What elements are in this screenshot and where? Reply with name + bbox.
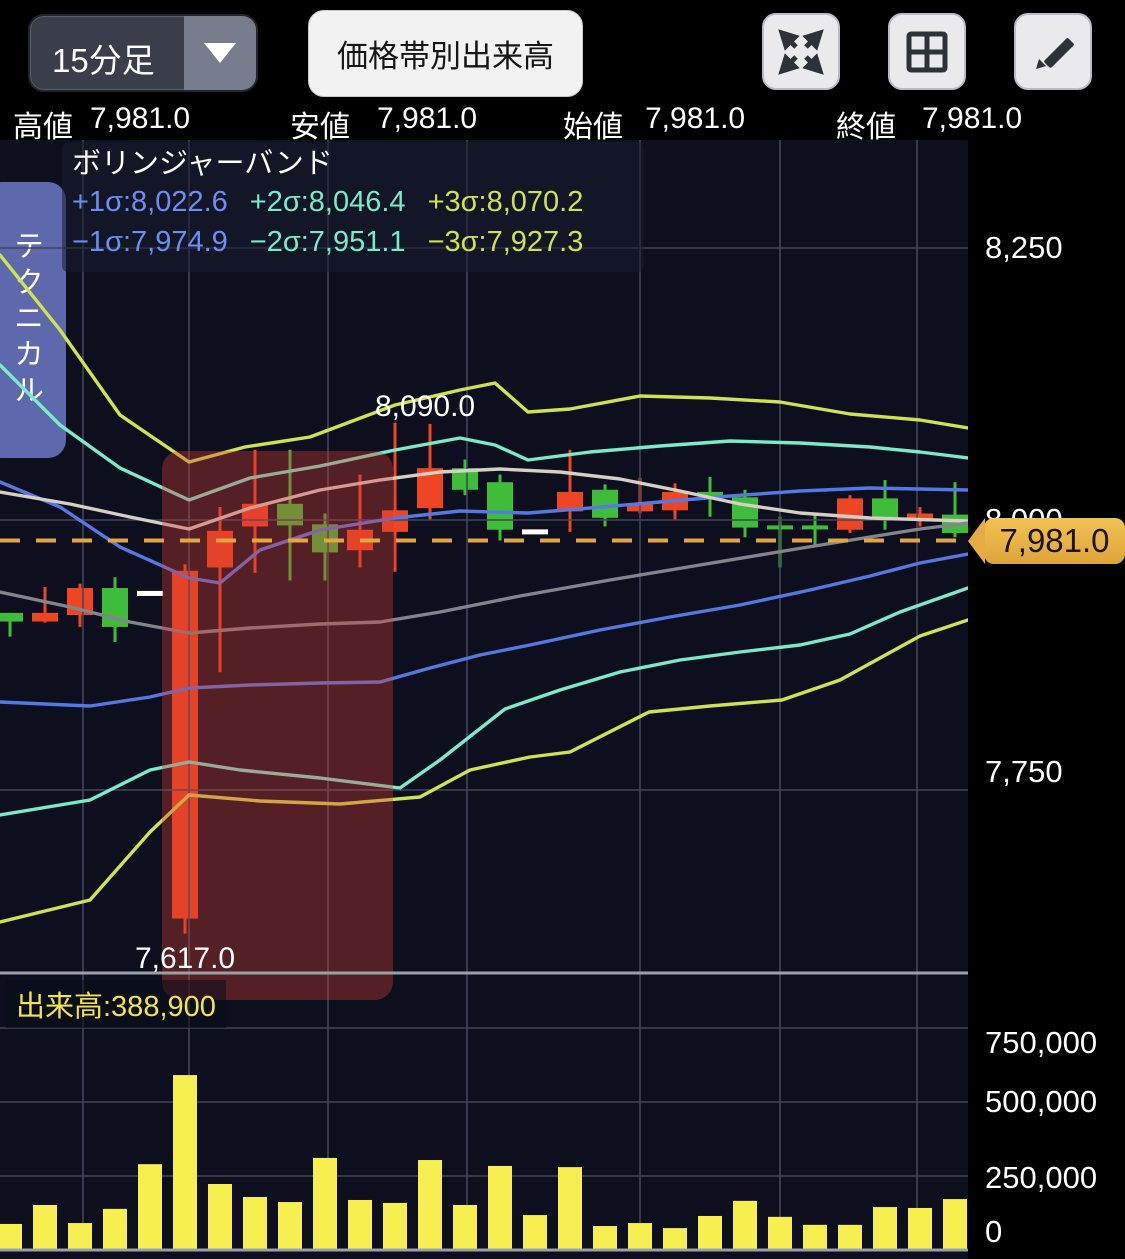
bollinger-legend-upper-row: +1σ:8,022.6 +2σ:8,046.4 +3σ:8,070.2 [72,182,634,222]
ohlc-value: 7,981.0 [645,102,746,135]
candle-body [32,612,58,622]
volume-bar [698,1215,722,1250]
ohlc-value: 7,981.0 [90,102,191,135]
chevron-down-icon [204,43,236,63]
flat-candle-marker [137,590,163,596]
candle-body [452,468,478,490]
volume-bar [173,1075,197,1250]
volume-bar [138,1164,162,1250]
dropdown-arrow-segment[interactable] [184,16,256,90]
volume-bar [418,1160,442,1250]
volume-bar [103,1208,127,1250]
volume-bar [33,1205,57,1250]
candle-body [557,491,583,512]
band-line-minus1sigma [0,552,968,708]
chart-area[interactable]: テクニカル ボリンジャーバンド +1σ:8,022.6 +2σ:8,046.4 +3… [0,140,968,1259]
volume-axis-label: 750,000 [985,1025,1098,1060]
bollinger-legend-item: −2σ:7,951.1 [249,226,406,258]
candlestick-chart[interactable] [0,140,968,1259]
ohlc-label: 終値 [836,111,896,144]
volume-bar [943,1199,967,1250]
volume-by-price-button[interactable]: 価格帯別出来高 [308,10,583,97]
candle-body [487,482,513,530]
bollinger-legend-item: −1σ:7,974.9 [72,226,228,258]
band-line-plus1sigma [0,480,968,585]
session-high-annotation: 8,090.0 [375,390,476,423]
interval-dropdown[interactable]: 15分足 [28,14,258,92]
candle-body [207,530,233,568]
grid-icon [906,31,948,72]
bollinger-legend: ボリンジャーバンド +1σ:8,022.6 +2σ:8,046.4 +3σ:8,07… [62,142,644,272]
current-price-badge: 7,981.0 [968,518,1125,564]
current-price-value: 7,981.0 [999,522,1110,559]
fullscreen-button[interactable] [762,13,840,90]
volume-bar [348,1199,372,1250]
volume-by-price-label: 価格帯別出来高 [337,39,554,74]
candle-body [907,513,933,520]
candle-body [802,525,828,530]
candle-body [0,612,23,622]
volume-axis-label: 0 [985,1214,1003,1249]
band-line-minus3sigma [0,618,968,924]
volume-readout-label: 出来高:388,900 [6,980,226,1028]
band-line-plus2sigma [0,363,968,502]
candle-body [872,498,898,520]
layout-grid-button[interactable] [888,13,966,90]
volume-bar [453,1205,477,1250]
band-line-plus3sigma [0,253,968,464]
selection-highlight-region [162,451,393,1000]
volume-bar [488,1165,512,1250]
top-toolbar: 15分足 価格帯別出来高 [0,0,1125,144]
bollinger-legend-lower-row: −1σ:7,974.9 −2σ:7,951.1 −3σ:7,927.3 [72,222,634,262]
expand-arrows-icon [778,28,824,75]
price-axis-label: 7,750 [985,754,1063,789]
bollinger-legend-title: ボリンジャーバンド [72,148,333,180]
candle-body [697,491,723,496]
session-low-annotation: 7,617.0 [135,942,236,975]
ohlc-value: 7,981.0 [922,102,1023,135]
volume-bar [278,1202,302,1250]
interval-dropdown-label: 15分足 [52,42,155,79]
volume-bar [733,1200,757,1250]
bollinger-legend-item: +2σ:8,046.4 [249,186,406,218]
candle-body [172,570,198,919]
volume-bar [523,1215,547,1250]
flat-candle-marker [522,529,548,535]
ohlc-label: 高値 [13,111,73,144]
ohlc-value: 7,981.0 [377,102,478,135]
volume-bar [593,1226,617,1250]
volume-bar [803,1224,827,1250]
volume-bar [68,1223,92,1250]
band-line-sma-fast [0,467,968,531]
technical-tab[interactable]: テクニカル [0,182,66,458]
volume-bar [768,1216,792,1250]
volume-bar [383,1202,407,1250]
ohlc-label: 安値 [290,111,350,144]
ohlc-label: 始値 [563,111,623,144]
bollinger-legend-item: +3σ:8,070.2 [427,186,584,218]
draw-button[interactable] [1014,13,1092,90]
volume-bar [908,1207,932,1250]
candle-body [592,489,618,518]
bollinger-legend-item: −3σ:7,927.3 [427,226,584,258]
volume-axis-label: 250,000 [985,1160,1098,1195]
volume-bar [208,1183,232,1250]
bollinger-legend-item: +1σ:8,022.6 [72,186,228,218]
volume-bar [243,1197,267,1250]
volume-bar [838,1224,862,1250]
volume-bar [313,1157,337,1250]
pencil-icon [1036,37,1074,69]
volume-bar [558,1167,582,1250]
candle-body [837,498,863,530]
volume-bar [663,1228,687,1250]
volume-bar [873,1207,897,1250]
volume-axis-label: 500,000 [985,1084,1098,1119]
price-axis-label: 8,250 [985,230,1063,265]
volume-bar [628,1223,652,1250]
volume-bar [0,1223,22,1250]
band-line-minus2sigma [0,586,968,817]
